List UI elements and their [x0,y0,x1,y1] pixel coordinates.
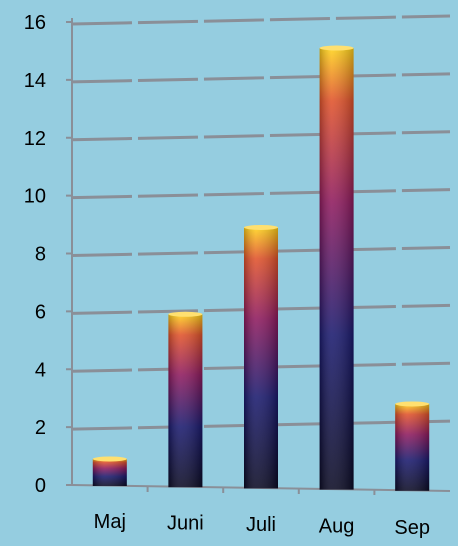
bar-shine [168,314,203,488]
bar-shine [319,48,354,490]
y-tick-label: 10 [24,186,46,208]
x-category-label: Maj [94,511,126,533]
bar-top-cap [244,224,278,230]
bar-top-cap [319,45,354,51]
bar-top-cap [168,311,203,317]
gridline [71,188,451,200]
gridline [71,130,451,142]
labels: 0 2 4 6 8 10 12 14 16 Maj Juni Juli Aug Sep [24,12,430,539]
gridline [71,14,451,26]
x-category-label: Sep [394,517,430,539]
bar-shine [244,227,278,489]
y-tick-label: 6 [35,301,46,323]
y-tick-label: 2 [35,417,46,439]
x-category-label: Juli [246,514,276,536]
y-tick-label: 4 [35,359,46,381]
y-tick-label: 16 [24,12,46,34]
x-category-label: Aug [319,516,355,538]
bar-shine [92,458,127,486]
bars [92,45,430,491]
bar-top-cap [395,401,430,407]
x-category-label: Juni [167,513,204,535]
bar-top-cap [92,456,127,462]
y-tick-label: 8 [35,244,46,266]
y-tick-label: 14 [24,70,46,92]
bar-shine [395,403,430,491]
gridline [71,72,451,84]
y-tick-label: 12 [24,128,46,150]
y-tick-label: 0 [35,475,46,497]
